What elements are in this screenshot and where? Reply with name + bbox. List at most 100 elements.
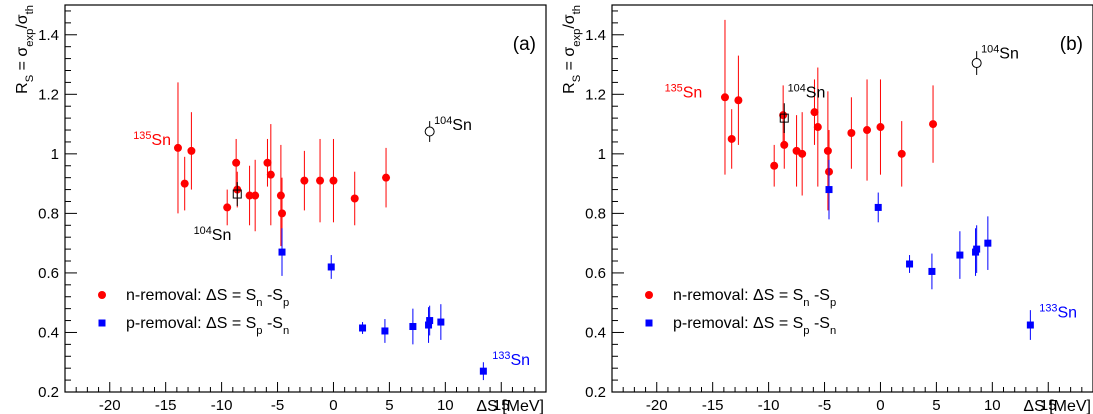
y-tick-label: 0.2 [38, 384, 59, 401]
p-removal-point [437, 318, 445, 326]
n-removal-point [316, 176, 325, 185]
legend-label-part: -S [263, 315, 283, 332]
n-removal-point [863, 126, 872, 135]
x-tick-label: 10 [984, 397, 1001, 414]
n-removal-point [245, 191, 254, 200]
n-removal-point [173, 143, 182, 152]
p-removal-point [359, 324, 367, 332]
legend-label: p-removal: ΔS = Sp -Sn [126, 315, 289, 337]
n-removal-point [798, 149, 807, 158]
isotope-element: Sn [1057, 305, 1077, 322]
y-axis-title-part: = σ [561, 47, 578, 75]
n-removal-point [810, 108, 819, 117]
x-tick-label: -15 [702, 397, 724, 414]
y-tick-label: 1.2 [38, 86, 59, 103]
legend-label-sub: p [830, 297, 836, 309]
p-removal-point [278, 248, 286, 256]
x-tick-label: 5 [385, 397, 393, 414]
p-removal-point [874, 203, 882, 211]
isotope-mass: 135 [133, 130, 151, 142]
y-axis-title-part: = σ [14, 47, 31, 75]
n-removal-point [770, 161, 779, 170]
y-axis-title-sub: S [571, 75, 583, 82]
legend-label-part: p-removal: ΔS = S [126, 315, 256, 332]
n-removal-point [734, 96, 743, 105]
legend-label-sub: n [256, 297, 262, 309]
isotope-element: Sn [510, 352, 530, 369]
x-tick-label: -5 [271, 397, 284, 414]
y-tick-label: 0.2 [585, 384, 606, 401]
n-removal-point [847, 129, 856, 138]
n-removal-point [823, 146, 832, 155]
x-tick-label: -15 [155, 397, 177, 414]
x-axis-title: ΔS [MeV] [1023, 398, 1091, 414]
x-tick-label: -10 [211, 397, 233, 414]
isotope-label: 104Sn [434, 115, 472, 134]
isotope-mass: 104 [788, 82, 806, 94]
sn104-open-circle-point [424, 126, 435, 137]
p-removal-point [956, 251, 964, 259]
y-tick-label: 0.4 [38, 324, 59, 341]
sn104-open-square-point [232, 189, 242, 199]
p-removal-point [381, 327, 389, 335]
panel-label: (b) [1060, 34, 1083, 55]
isotope-element: Sn [452, 117, 472, 134]
n-removal-point [929, 120, 938, 129]
n-removal-point [232, 158, 241, 167]
n-removal-point [779, 111, 788, 120]
y-tick-label: 1 [51, 146, 59, 163]
p-removal-point [1026, 321, 1034, 329]
n-removal-point [263, 158, 272, 167]
n-removal-point [382, 173, 391, 182]
n-removal-point [329, 176, 338, 185]
legend-marker-circle [645, 291, 653, 299]
legend-label-sub: n [283, 325, 289, 337]
x-tick-label: 15 [493, 397, 510, 414]
legend-label-part: n-removal: ΔS = S [126, 287, 256, 304]
p-removal-point [425, 321, 433, 329]
isotope-mass: 135 [665, 82, 683, 94]
y-tick-label: 1.4 [585, 27, 606, 44]
isotope-element: Sn [683, 84, 703, 101]
y-axis-title: RS = σexp/σth [14, 5, 36, 94]
y-axis-title-part: R [561, 82, 578, 94]
sn104-open-circle-point [971, 58, 982, 69]
isotope-label: 104Sn [981, 44, 1019, 63]
y-axis-title-part: /σ [14, 14, 31, 28]
y-axis-title-sub: exp [24, 29, 36, 47]
isotope-mass: 133 [1039, 303, 1057, 315]
y-tick-label: 0.4 [585, 324, 606, 341]
isotope-label: 104Sn [194, 225, 232, 244]
y-tick-label: 1 [598, 146, 606, 163]
y-axis-title-sub: th [24, 5, 36, 14]
panel-label: (a) [513, 34, 536, 55]
isotope-mass: 104 [194, 225, 212, 237]
y-axis-title-part: /σ [561, 14, 578, 28]
p-removal-point [327, 263, 335, 271]
isotope-mass: 133 [492, 350, 510, 362]
y-tick-label: 0.8 [38, 205, 59, 222]
legend-label-part: p-removal: ΔS = S [673, 315, 803, 332]
p-removal-point [409, 323, 417, 331]
legend-label-sub: p [283, 297, 289, 309]
p-removal-point [426, 317, 434, 325]
y-tick-label: 0.6 [585, 265, 606, 282]
y-axis-title: RS = σexp/σth [561, 5, 583, 94]
legend-label-part: n-removal: ΔS = S [673, 287, 803, 304]
n-removal-point [876, 123, 885, 132]
isotope-label: 135Sn [133, 130, 171, 149]
n-removal-point [251, 191, 260, 200]
n-removal-point [187, 146, 196, 155]
y-tick-label: 0.6 [38, 265, 59, 282]
isotope-element: Sn [806, 84, 826, 101]
plot-frame [611, 4, 1093, 393]
p-removal-point [984, 239, 992, 247]
p-removal-point [825, 186, 833, 194]
x-tick-label: -10 [758, 397, 780, 414]
isotope-element: Sn [212, 227, 232, 244]
legend-label: n-removal: ΔS = Sn -Sp [126, 287, 289, 309]
isotope-label: 104Sn [788, 82, 826, 101]
legend-label: p-removal: ΔS = Sp -Sn [673, 315, 836, 337]
legend-label: n-removal: ΔS = Sn -Sp [673, 287, 836, 309]
n-removal-point [720, 93, 729, 102]
